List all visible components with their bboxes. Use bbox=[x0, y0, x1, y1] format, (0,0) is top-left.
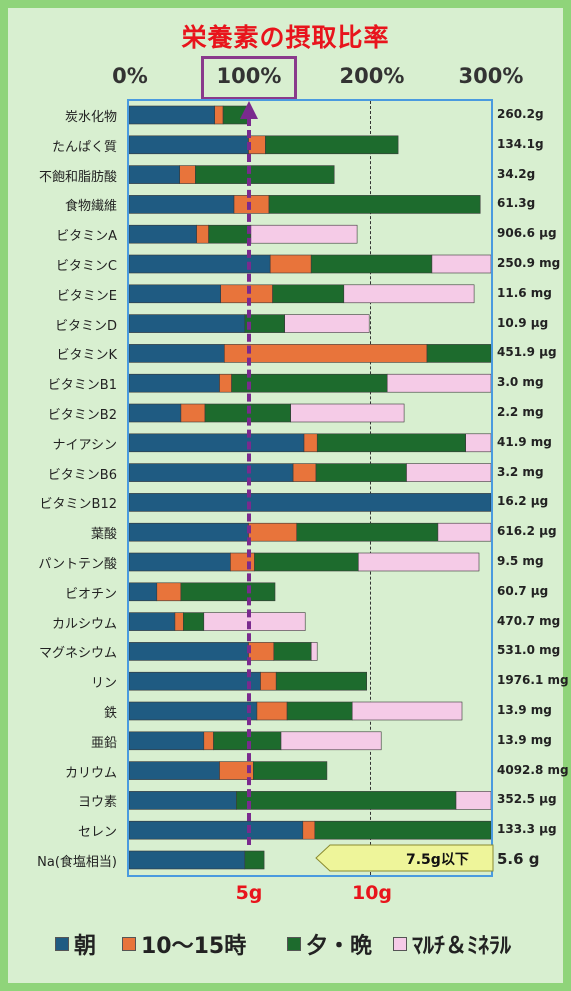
amount-label: 34.2g bbox=[497, 166, 536, 181]
category-label: ビオチン bbox=[64, 586, 117, 602]
amount-label: 16.2 μg bbox=[497, 494, 549, 509]
bar-segment bbox=[357, 552, 480, 572]
legend-swatch bbox=[55, 937, 69, 951]
legend-item: 夕・晩 bbox=[287, 928, 372, 960]
chart-title: 栄養素の摂取比率 bbox=[181, 23, 390, 52]
category-label: 亜鉛 bbox=[90, 735, 117, 751]
category-label: 不飽和脂肪酸 bbox=[38, 169, 117, 185]
legend-item: ﾏﾙﾁ＆ﾐﾈﾗﾙ bbox=[393, 928, 511, 960]
x-annotation-10g: 10g bbox=[351, 882, 393, 904]
amount-label: 13.9 mg bbox=[497, 703, 552, 717]
category-label: カルシウム bbox=[51, 616, 117, 632]
category-label: パントテン酸 bbox=[38, 557, 117, 572]
category-label: ビタミンK bbox=[56, 348, 117, 364]
bar-segment bbox=[284, 314, 370, 333]
category-label: セレン bbox=[77, 825, 117, 841]
amount-label: 531.0 mg bbox=[497, 643, 561, 658]
category-label: ナイアシン bbox=[52, 437, 117, 453]
amount-label: 260.2g bbox=[497, 107, 544, 121]
category-label: ビタミンB1 bbox=[47, 378, 117, 394]
category-label: 炭水化物 bbox=[64, 110, 117, 125]
amount-label: 470.7 mg bbox=[497, 613, 561, 628]
category-label: ビタミンC bbox=[55, 259, 117, 274]
category-label: ビタミンD bbox=[54, 318, 117, 334]
category-label: ビタミンA bbox=[56, 229, 117, 245]
legend-label: 夕・晩 bbox=[306, 934, 373, 959]
category-label: カリウム bbox=[64, 765, 117, 781]
hundred-percent-arrow-icon bbox=[240, 101, 258, 119]
amount-label: 5.6 g bbox=[497, 850, 540, 868]
bar-segment bbox=[343, 284, 475, 304]
legend-label: ﾏﾙﾁ＆ﾐﾈﾗﾙ bbox=[412, 934, 512, 959]
amount-label: 451.9 μg bbox=[497, 345, 557, 360]
legend-swatch bbox=[122, 937, 136, 951]
amount-label: 2.2 mg bbox=[497, 405, 544, 419]
amount-label: 4092.8 mg bbox=[497, 762, 569, 777]
amount-label: 13.9 mg bbox=[497, 732, 552, 747]
category-label: Na(食塩相当) bbox=[37, 855, 117, 870]
bar-segment bbox=[280, 731, 382, 751]
amount-label: 134.1g bbox=[497, 136, 544, 151]
amount-label: 9.5 mg bbox=[497, 554, 544, 568]
category-label: ビタミンB12 bbox=[39, 497, 117, 513]
amount-label: 10.9 μg bbox=[497, 315, 549, 330]
gridline-200 bbox=[370, 101, 371, 875]
bar-segment bbox=[203, 612, 306, 631]
bar-segment bbox=[180, 582, 276, 602]
legend-label: 10～15時 bbox=[141, 934, 247, 959]
amount-label: 60.7 μg bbox=[497, 583, 549, 598]
category-label: ヨウ素 bbox=[77, 795, 117, 811]
amount-label: 41.9 mg bbox=[497, 434, 552, 449]
hundred-percent-line bbox=[247, 118, 251, 845]
legend-swatch bbox=[287, 937, 301, 951]
x-tick-label: 300% bbox=[458, 64, 524, 88]
category-label: リン bbox=[90, 676, 117, 692]
amount-label: 1976.1 mg bbox=[497, 673, 569, 688]
x-tick-label: 100% bbox=[216, 64, 282, 88]
category-label: たんぱく質 bbox=[51, 139, 117, 155]
category-label: ビタミンB6 bbox=[47, 467, 117, 483]
amount-label: 906.6 μg bbox=[497, 226, 557, 241]
bar-segment bbox=[351, 701, 463, 721]
amount-label: 11.6 mg bbox=[497, 285, 552, 300]
category-label: 鉄 bbox=[103, 706, 117, 721]
bar-segment bbox=[253, 761, 328, 780]
bar-segment bbox=[314, 820, 492, 840]
amount-label: 61.3g bbox=[497, 196, 536, 211]
hundred-percent-highlight bbox=[201, 56, 297, 100]
bar-segment bbox=[244, 850, 265, 870]
legend: 朝 10～15時 夕・晩 ﾏﾙﾁ＆ﾐﾈﾗﾙ bbox=[0, 928, 571, 960]
legend-item: 10～15時 bbox=[122, 928, 246, 960]
legend-label: 朝 bbox=[74, 934, 97, 959]
x-tick-label: 0% bbox=[112, 64, 148, 88]
x-tick-label: 200% bbox=[339, 64, 405, 88]
bar-segment bbox=[431, 254, 492, 274]
category-label: 葉酸 bbox=[90, 527, 117, 543]
bar-segment bbox=[437, 522, 492, 542]
amount-label: 3.0 mg bbox=[497, 375, 544, 390]
amount-label: 616.2 μg bbox=[497, 524, 557, 539]
limit-label: 7.5g以下 bbox=[406, 852, 469, 868]
amount-label: 3.2 mg bbox=[497, 464, 544, 479]
category-label: 食物繊維 bbox=[64, 199, 117, 215]
plot-area bbox=[127, 99, 493, 877]
legend-swatch bbox=[393, 937, 407, 951]
category-label: マグネシウム bbox=[38, 646, 117, 662]
category-label: ビタミンE bbox=[56, 288, 117, 304]
bar-segment bbox=[195, 165, 335, 184]
bar-segment bbox=[265, 135, 399, 155]
amount-label: 250.9 mg bbox=[497, 256, 561, 270]
amount-label: 352.5 μg bbox=[497, 792, 557, 807]
legend-item: 朝 bbox=[55, 928, 96, 960]
bar-segment bbox=[275, 671, 368, 691]
x-annotation-5g: 5g bbox=[235, 882, 263, 904]
bar-segment bbox=[290, 403, 405, 423]
amount-label: 133.3 μg bbox=[497, 822, 557, 837]
category-label: ビタミンB2 bbox=[47, 408, 117, 423]
bar-segment bbox=[268, 195, 481, 214]
bar-segment bbox=[310, 642, 318, 661]
